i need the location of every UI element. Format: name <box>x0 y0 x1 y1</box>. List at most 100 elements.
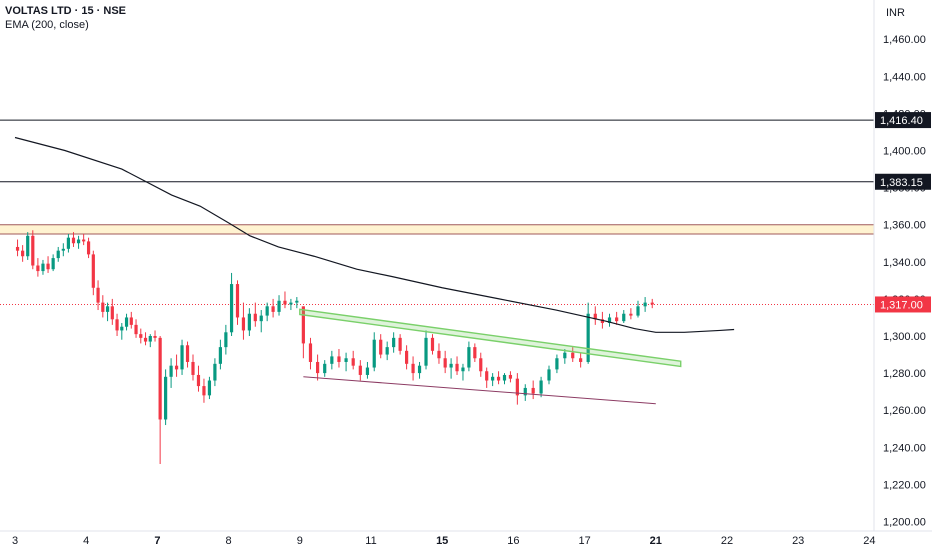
price-tick-label: 1,300.00 <box>883 331 926 343</box>
candle-body <box>191 361 195 375</box>
candle-body <box>143 337 148 342</box>
candle-body <box>101 302 105 312</box>
lower-trendline <box>303 376 656 405</box>
candle <box>247 308 251 336</box>
candle <box>66 233 70 253</box>
price-tick-label: 1,340.00 <box>883 257 926 269</box>
candle-body <box>129 317 133 325</box>
candle-body <box>539 380 543 394</box>
candle-body <box>344 358 348 362</box>
candle-body <box>153 336 157 338</box>
candle-body <box>46 263 50 270</box>
candle <box>105 302 110 322</box>
candle-body <box>96 287 100 303</box>
level-label-box <box>875 173 931 190</box>
candle-body <box>316 361 320 374</box>
candle <box>134 319 138 338</box>
candle <box>365 361 370 379</box>
candle-body <box>207 380 212 396</box>
candle <box>358 360 362 381</box>
candle <box>207 376 212 400</box>
price-tick-label: 1,440.00 <box>883 71 926 83</box>
candle-body <box>508 374 513 379</box>
chart-title: VOLTAS LTD · 15 · NSE <box>5 5 127 17</box>
candle-body <box>379 339 383 355</box>
candle <box>539 376 543 398</box>
candle <box>308 337 313 370</box>
candle <box>437 343 441 364</box>
indicator-legend[interactable]: EMA (200, close) <box>5 19 89 31</box>
level-label: 1,383.15 <box>880 177 923 189</box>
candle-body <box>411 363 415 374</box>
candle <box>31 230 35 270</box>
supply-zone <box>0 224 874 235</box>
candle-body <box>372 339 376 368</box>
candle <box>158 336 162 464</box>
time-tick-label: 7 <box>154 535 160 547</box>
time-tick-label: 16 <box>507 535 519 547</box>
candle <box>316 354 320 381</box>
candle-body <box>283 300 287 305</box>
candle <box>515 373 519 405</box>
candle <box>405 345 409 370</box>
candle-body <box>169 365 173 377</box>
candle-body <box>365 367 370 375</box>
candle <box>523 384 527 401</box>
candle-body <box>323 363 327 374</box>
candle <box>622 310 626 324</box>
candle <box>174 354 179 377</box>
candle <box>485 367 489 388</box>
candle <box>289 298 293 311</box>
candle-body <box>424 337 428 366</box>
candle-body <box>455 363 459 372</box>
candle-body <box>358 365 362 375</box>
candles <box>15 230 654 464</box>
candle <box>571 347 575 362</box>
candle <box>496 371 501 385</box>
candle-body <box>271 306 275 312</box>
candle-body <box>196 374 201 387</box>
candle-body <box>86 241 91 255</box>
candle <box>411 356 415 381</box>
candle <box>218 339 222 370</box>
candle <box>229 272 234 336</box>
candle-body <box>523 387 527 396</box>
candle <box>563 348 567 364</box>
price-tick-label: 1,460.00 <box>883 34 926 46</box>
candle-body <box>277 300 281 312</box>
candle-body <box>479 358 483 372</box>
candle <box>82 233 86 246</box>
candle <box>26 232 30 260</box>
candle <box>191 354 195 381</box>
time-tick-label: 22 <box>721 535 733 547</box>
candle <box>202 378 206 403</box>
candle <box>253 302 257 327</box>
time-tick-label: 4 <box>83 535 89 547</box>
candle-body <box>115 319 119 331</box>
candle-body <box>496 376 501 381</box>
candle-body <box>180 345 184 370</box>
candle-body <box>385 347 389 355</box>
candle <box>185 341 190 368</box>
candle <box>392 332 396 353</box>
price-tick-label: 1,220.00 <box>883 479 926 491</box>
candle <box>398 334 402 355</box>
candle <box>473 343 477 362</box>
price-tick-label: 1,260.00 <box>883 405 926 417</box>
candle-body <box>259 315 263 322</box>
candle <box>467 341 471 372</box>
candle <box>143 332 148 346</box>
candle-body <box>91 254 95 288</box>
candle-body <box>308 343 313 362</box>
candle-body <box>134 324 138 335</box>
candle-body <box>295 300 299 303</box>
candle <box>86 237 91 259</box>
price-tick-label: 1,400.00 <box>883 146 926 158</box>
candle <box>124 313 129 331</box>
candle-body <box>224 332 228 348</box>
candle-body <box>629 313 633 316</box>
time-axis: 3 4 7 8 9 11 15 16 17 21 22 23 24 <box>0 530 932 547</box>
candle-body <box>351 358 355 366</box>
candle <box>91 250 95 296</box>
